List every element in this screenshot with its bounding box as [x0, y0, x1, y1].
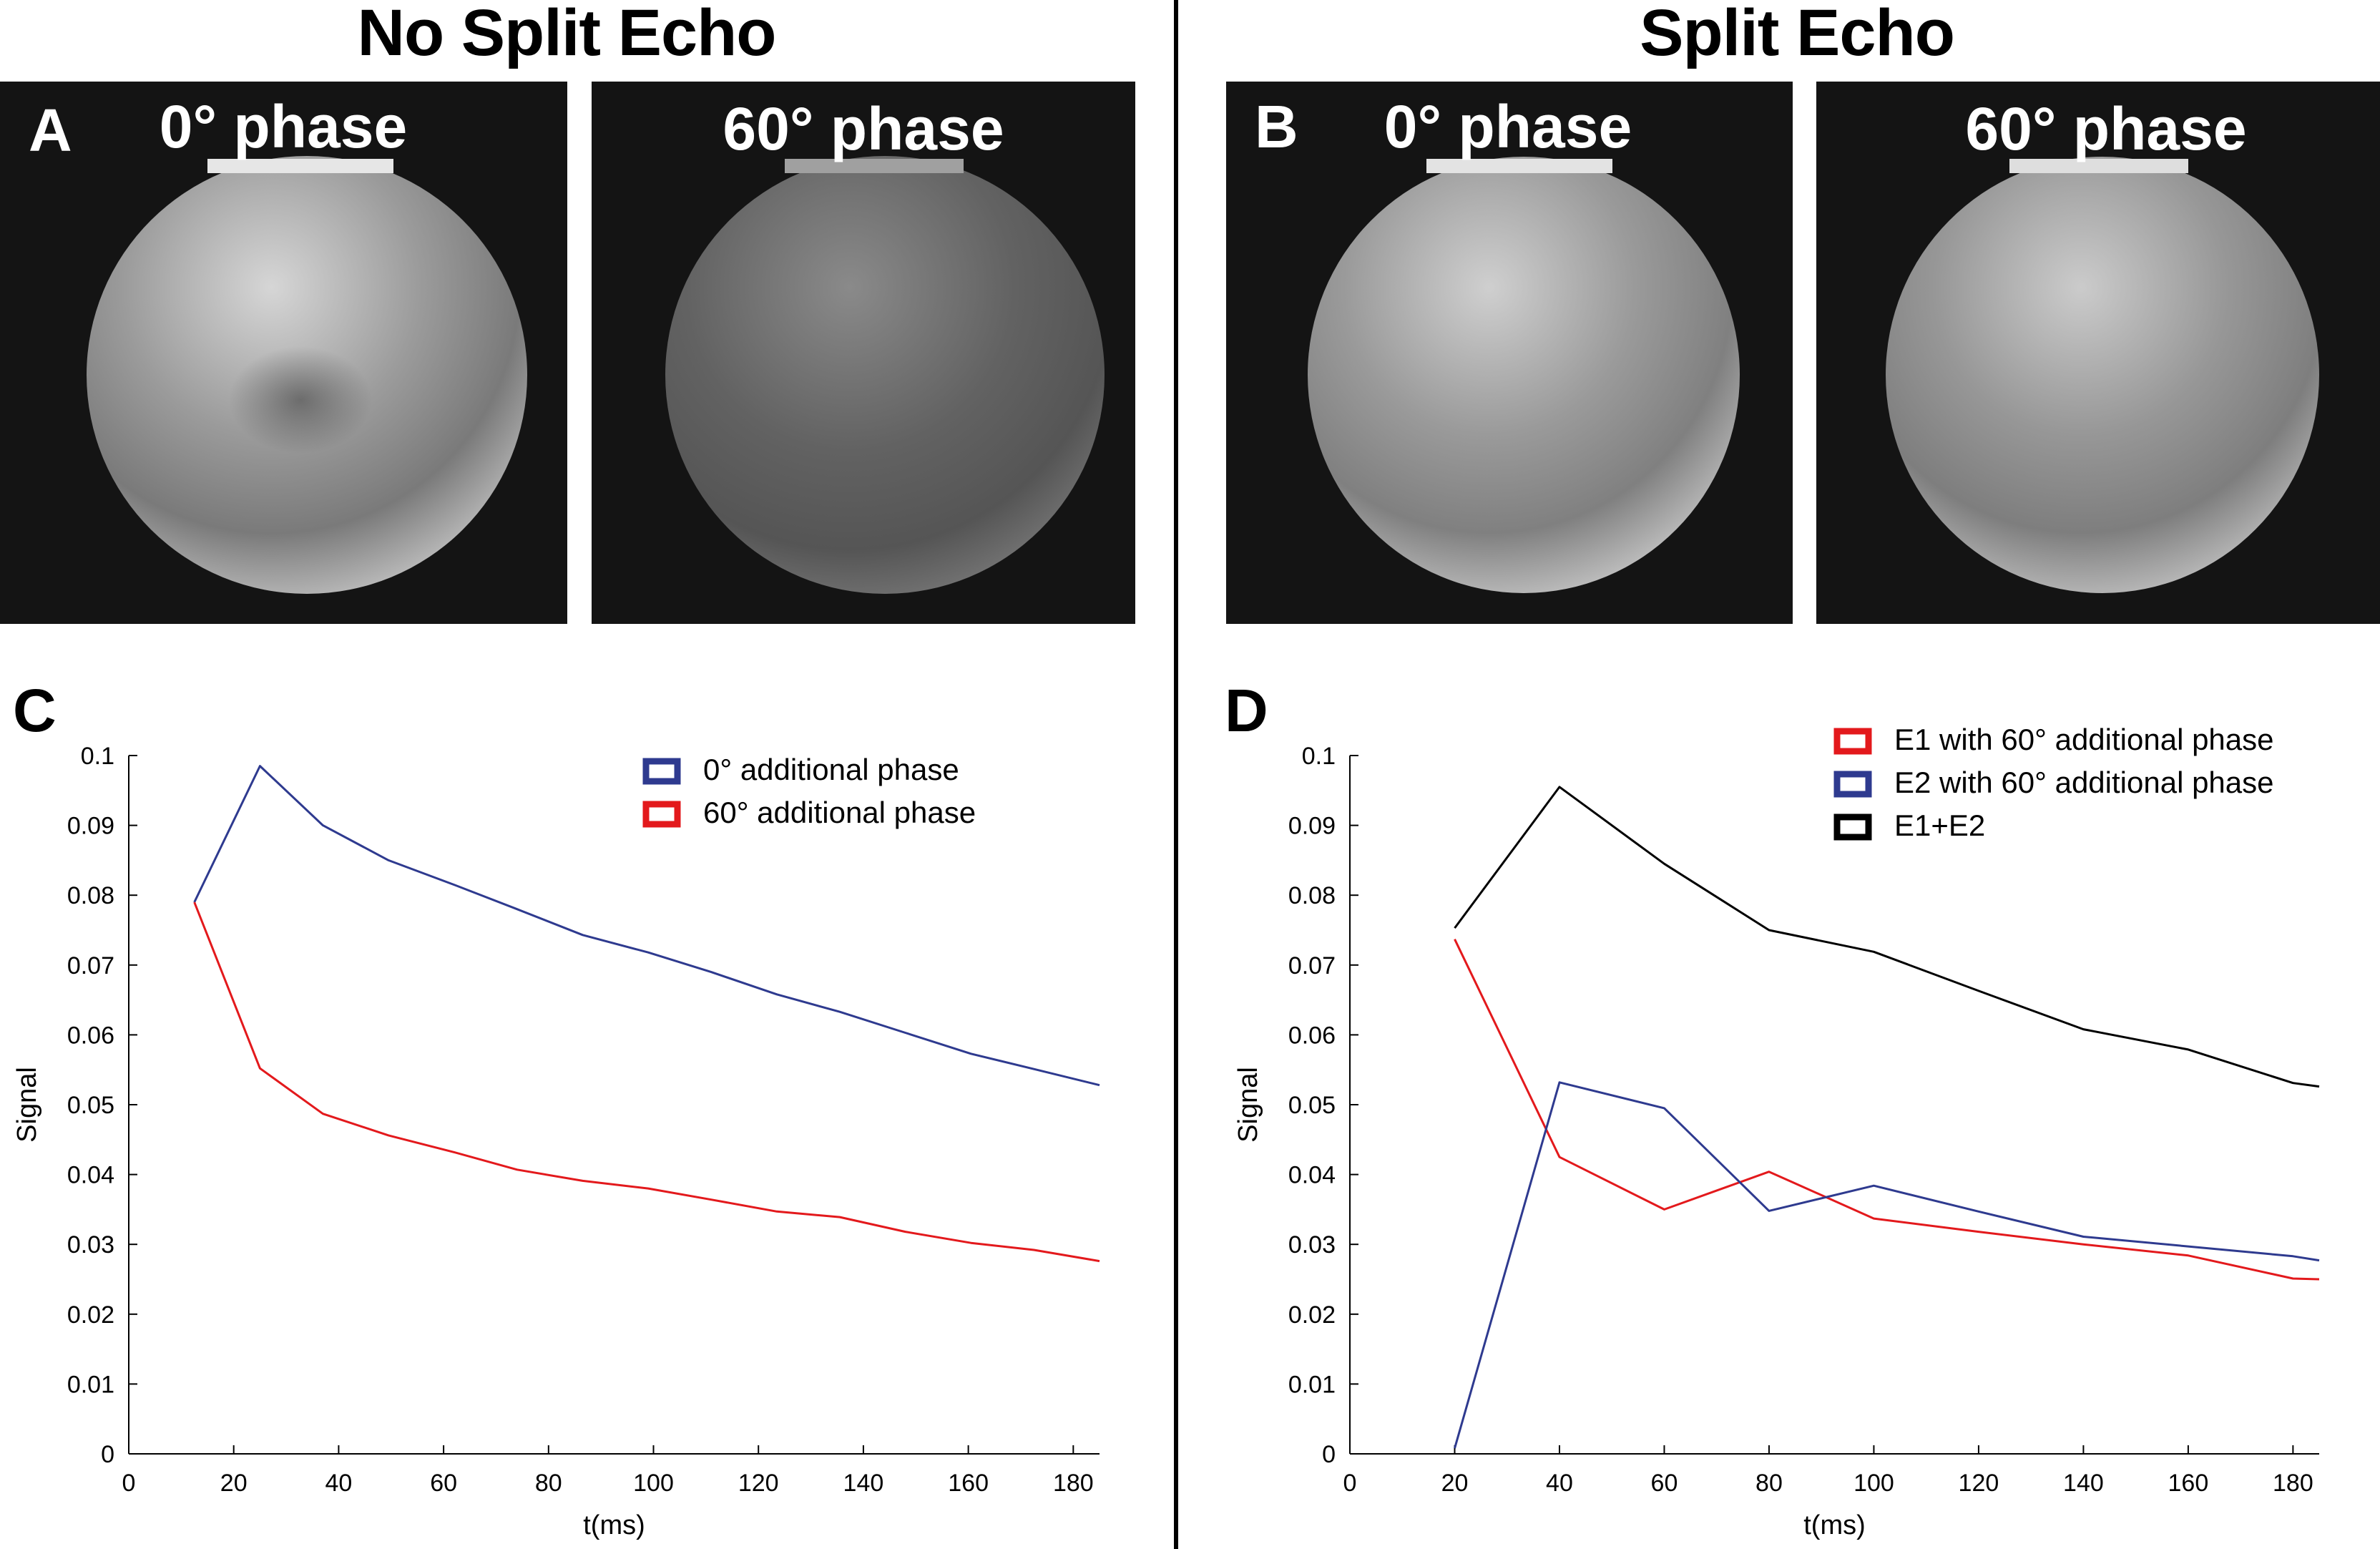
y-axis-label: Signal [12, 1067, 42, 1143]
series-line-3 [1454, 786, 2320, 1088]
y-tick-label: 0.1 [1302, 743, 1336, 770]
x-tick-label: 80 [1755, 1470, 1783, 1497]
heading-split-echo: Split Echo [1640, 0, 1955, 69]
x-axis-label: t(ms) [1803, 1510, 1866, 1540]
y-tick-label: 0.03 [67, 1231, 114, 1259]
y-tick-label: 0.09 [67, 813, 114, 840]
x-axis-label: t(ms) [583, 1510, 645, 1540]
y-tick-label: 0.01 [1288, 1371, 1336, 1398]
x-tick-label: 20 [220, 1470, 248, 1497]
image-label-0-phase: 0° phase [159, 93, 408, 160]
mri-phantom-image [87, 156, 527, 594]
x-tick-label: 160 [948, 1470, 989, 1497]
y-tick-label: 0.07 [67, 952, 114, 979]
x-tick-label: 20 [1441, 1470, 1469, 1497]
series-line-1 [1454, 939, 2320, 1281]
x-tick-label: 180 [2273, 1470, 2313, 1497]
y-tick-label: 0.04 [67, 1162, 114, 1189]
legend-label: 0° additional phase [703, 753, 959, 786]
panel-letter-b: B [1255, 93, 1298, 160]
mri-phantom-image [1308, 157, 1740, 593]
x-tick-label: 140 [843, 1470, 884, 1497]
y-tick-label: 0.05 [1288, 1092, 1336, 1119]
y-tick-label: 0.02 [1288, 1301, 1336, 1329]
x-tick-label: 120 [738, 1470, 779, 1497]
panel-divider [1174, 0, 1178, 1549]
series-line-2 [193, 901, 1100, 1263]
mri-phantom-image [1886, 157, 2319, 593]
x-tick-label: 100 [1853, 1470, 1894, 1497]
legend-swatch [1833, 813, 1872, 841]
series-line-1 [193, 765, 1100, 1087]
y-tick-label: 0.06 [67, 1022, 114, 1049]
x-tick-label: 80 [535, 1470, 562, 1497]
y-tick-label: 0.06 [1288, 1022, 1336, 1049]
x-tick-label: 40 [325, 1470, 352, 1497]
y-tick-label: 0.08 [1288, 882, 1336, 909]
mri-image-b-0-phase: B 0° phase [1226, 82, 1793, 624]
series-line-2 [1454, 1081, 2320, 1449]
y-tick-label: 0.07 [1288, 952, 1336, 979]
mri-image-60-phase-no-split: 60° phase [592, 82, 1135, 624]
x-tick-label: 100 [633, 1470, 674, 1497]
legend-label: E2 with 60° additional phase [1894, 766, 2274, 799]
y-tick-label: 0.1 [81, 743, 114, 770]
y-tick-label: 0.01 [67, 1371, 114, 1398]
legend-swatch [1833, 771, 1872, 798]
image-label-60-phase: 60° phase [1965, 95, 2247, 162]
x-tick-label: 60 [1651, 1470, 1678, 1497]
x-tick-label: 140 [2063, 1470, 2104, 1497]
y-tick-label: 0.08 [67, 882, 114, 909]
y-tick-label: 0.02 [67, 1301, 114, 1329]
x-tick-label: 0 [122, 1470, 136, 1497]
panel-letter-d: D [1225, 677, 1268, 744]
legend-label: E1+E2 [1894, 808, 1985, 842]
y-axis-label: Signal [1233, 1067, 1263, 1143]
y-tick-label: 0.03 [1288, 1231, 1336, 1259]
legend-label: 60° additional phase [703, 796, 976, 829]
y-tick-label: 0.04 [1288, 1162, 1336, 1189]
image-label-60-phase: 60° phase [723, 95, 1004, 162]
mri-image-60-phase-split: 60° phase [1816, 82, 2380, 624]
panel-letter-c: C [13, 677, 57, 744]
y-tick-label: 0.05 [67, 1092, 114, 1119]
legend-label: E1 with 60° additional phase [1894, 723, 2274, 756]
x-tick-label: 180 [1053, 1470, 1094, 1497]
mri-image-a-0-phase: A 0° phase [0, 82, 567, 624]
legend-swatch [642, 801, 681, 828]
image-label-0-phase: 0° phase [1384, 93, 1632, 160]
x-tick-label: 60 [430, 1470, 457, 1497]
heading-no-split-echo: No Split Echo [357, 0, 777, 69]
y-tick-label: 0 [1322, 1441, 1336, 1468]
mri-phantom-image [665, 156, 1105, 594]
legend-swatch [1833, 728, 1872, 755]
x-tick-label: 120 [1959, 1470, 1999, 1497]
legend-swatch [642, 758, 681, 785]
x-tick-label: 160 [2168, 1470, 2209, 1497]
y-tick-label: 0.09 [1288, 813, 1336, 840]
x-tick-label: 0 [1343, 1470, 1357, 1497]
panel-letter-a: A [29, 97, 72, 164]
x-tick-label: 40 [1546, 1470, 1573, 1497]
y-tick-label: 0 [101, 1441, 114, 1468]
